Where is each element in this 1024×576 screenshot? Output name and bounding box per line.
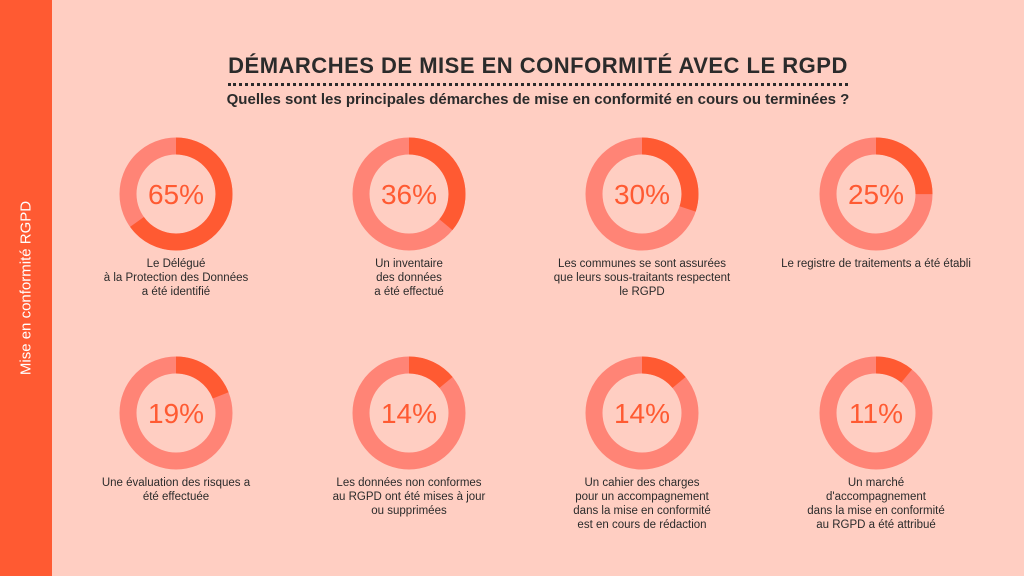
donut-percent-label: 19% (148, 398, 204, 429)
donut-value-arc (819, 356, 933, 470)
page-title: DÉMARCHES DE MISE EN CONFORMITÉ AVEC LE … (228, 53, 848, 86)
sidebar-label: Mise en conformité RGPD (17, 200, 35, 376)
donut-chart-1: 65% Le Délégué à la Protection des Donnée… (76, 136, 276, 299)
donut-value-arc (119, 137, 233, 251)
donut-chart-8: 11% Un marché d'accompagnement dans la mi… (776, 355, 976, 532)
donut-chart-4: 25% Le registre de traitements a été étab… (776, 136, 976, 271)
donut-svg: 30% (585, 137, 699, 251)
donut-value-arc (352, 356, 466, 470)
donut-caption: Une évaluation des risques a été effectu… (101, 477, 251, 503)
donut-value-arc (585, 137, 699, 251)
donut-chart-2: 36% Un inventaire des données a été effec… (309, 136, 509, 299)
donut-caption: Les données non conformes au RGPD ont ét… (332, 477, 486, 517)
donut-percent-label: 11% (849, 398, 903, 429)
sidebar-band: Mise en conformité RGPD (0, 0, 52, 576)
donut-svg: 11% (819, 356, 933, 470)
page-subtitle: Quelles sont les principales démarches d… (226, 91, 850, 108)
donut-value-arc (819, 137, 933, 251)
donut-svg: 19% (119, 356, 233, 470)
donut-percent-label: 14% (381, 398, 437, 429)
donut-caption: Le registre de traitements a été établi (781, 258, 971, 270)
page-title-wrapper: DÉMARCHES DE MISE EN CONFORMITÉ AVEC LE … (52, 44, 1024, 86)
donut-percent-label: 36% (381, 179, 437, 210)
donut-percent-label: 14% (614, 398, 670, 429)
donut-percent-label: 30% (614, 179, 670, 210)
donut-svg: 36% (352, 137, 466, 251)
donut-value-arc (585, 356, 699, 470)
donut-caption: Un marché d'accompagnement dans la mise … (807, 477, 945, 531)
donut-svg: 25% (819, 137, 933, 251)
donut-percent-label: 65% (148, 179, 204, 210)
donut-value-arc (119, 356, 233, 470)
donut-chart-7: 14% Un cahier des charges pour un accompa… (542, 355, 742, 532)
donut-chart-3: 30% Les communes se sont assurées que leu… (542, 136, 742, 299)
donut-caption: Un inventaire des données a été effectué (374, 258, 444, 298)
donut-percent-label: 25% (848, 179, 904, 210)
donut-value-arc (352, 137, 466, 251)
donut-caption: Le Délégué à la Protection des Données a… (103, 258, 249, 298)
donut-svg: 14% (585, 356, 699, 470)
donut-chart-6: 14% Les données non conformes au RGPD ont… (309, 355, 509, 518)
donut-svg: 65% (119, 137, 233, 251)
donut-svg: 14% (352, 356, 466, 470)
donut-caption: Les communes se sont assurées que leurs … (553, 258, 731, 298)
donut-caption: Un cahier des charges pour un accompagne… (573, 477, 711, 531)
donut-chart-5: 19% Une évaluation des risques a été effe… (76, 355, 276, 504)
